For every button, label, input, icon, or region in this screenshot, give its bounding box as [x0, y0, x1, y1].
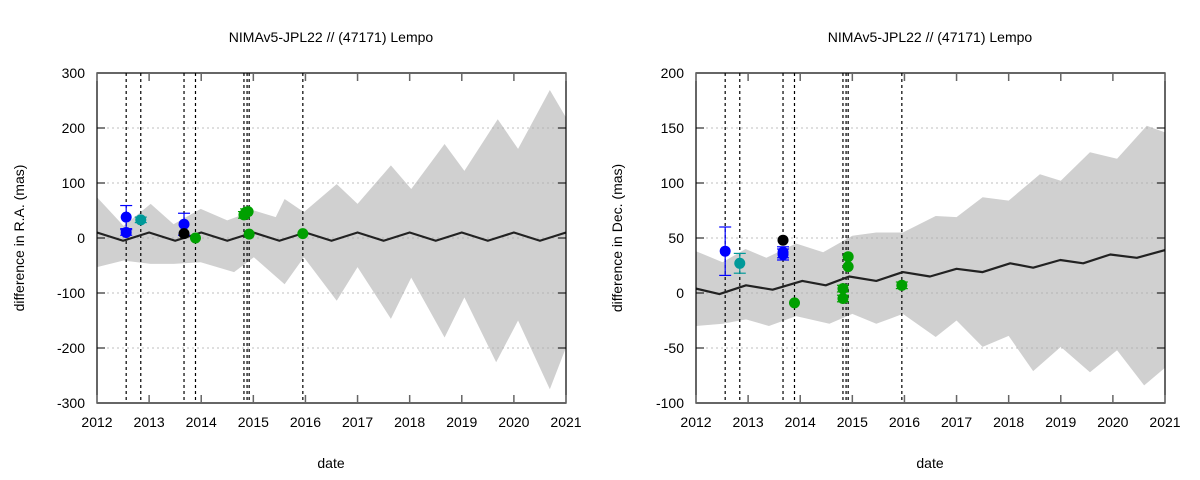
x-tick-label: 2016 [889, 414, 920, 430]
y-tick-label: -100 [656, 395, 684, 411]
data-point [842, 251, 854, 263]
x-tick-label: 2021 [1149, 414, 1180, 430]
x-tick-label: 2012 [81, 414, 112, 430]
y-tick-label: 100 [661, 175, 685, 191]
data-point [734, 257, 746, 269]
plot-dec: NIMAv5-JPL22 // (47171) Lempo date diffe… [609, 29, 1181, 471]
data-point [120, 227, 132, 238]
uncertainty-band [696, 125, 1165, 386]
y-tick-label: 0 [676, 285, 684, 301]
x-tick-label: 2016 [290, 414, 321, 430]
y-tick-label: 50 [668, 230, 684, 246]
model-line [97, 231, 566, 242]
x-tick-label: 2014 [186, 414, 217, 430]
y-tick-label: 100 [62, 175, 86, 191]
x-tick-label: 2021 [550, 414, 581, 430]
model-line [696, 249, 1165, 296]
y-tick-label: 200 [62, 120, 86, 136]
y-tick-label: 200 [661, 65, 685, 81]
plot-title: NIMAv5-JPL22 // (47171) Lempo [229, 29, 434, 45]
plot-area [696, 73, 1165, 403]
x-tick-label: 2014 [785, 414, 816, 430]
plot-title: NIMAv5-JPL22 // (47171) Lempo [828, 29, 1033, 45]
data-point [242, 206, 254, 218]
x-tick-label: 2013 [733, 414, 764, 430]
x-tick-label: 2013 [134, 414, 165, 430]
data-point [189, 232, 201, 244]
y-tick-label: 300 [62, 65, 86, 81]
x-tick-label: 2015 [837, 414, 868, 430]
y-tick-label: -50 [664, 340, 684, 356]
x-axis-label: date [916, 455, 943, 471]
x-tick-label: 2015 [238, 414, 269, 430]
data-point [135, 214, 147, 226]
x-tick-label: 2020 [498, 414, 529, 430]
x-tick-label: 2019 [1045, 414, 1076, 430]
data-point [837, 293, 849, 304]
y-axis-label: difference in Dec. (mas) [609, 164, 625, 312]
data-point [842, 261, 854, 273]
plot-area [97, 73, 566, 403]
x-tick-label: 2017 [342, 414, 373, 430]
data-point [178, 218, 190, 230]
y-tick-label: -200 [57, 340, 85, 356]
plot-ra: NIMAv5-JPL22 // (47171) Lempo date diffe… [11, 29, 582, 471]
y-tick-label: -300 [57, 395, 85, 411]
x-tick-label: 2019 [446, 414, 477, 430]
data-point [120, 211, 132, 223]
data-point [777, 249, 789, 260]
data-point [777, 234, 789, 246]
data-point [837, 283, 849, 295]
x-tick-label: 2018 [993, 414, 1024, 430]
data-point [243, 228, 255, 240]
x-tick-label: 2020 [1097, 414, 1128, 430]
data-point [719, 245, 731, 257]
y-tick-label: 0 [77, 230, 85, 246]
data-point [896, 279, 908, 291]
y-tick-label: -100 [57, 285, 85, 301]
data-point [297, 228, 309, 240]
x-axis-label: date [317, 455, 344, 471]
x-tick-label: 2018 [394, 414, 425, 430]
x-tick-label: 2017 [941, 414, 972, 430]
data-point [788, 297, 800, 309]
y-axis-label: difference in R.A. (mas) [11, 165, 27, 312]
x-tick-label: 2012 [680, 414, 711, 430]
data-point [178, 228, 190, 240]
y-tick-label: 150 [661, 120, 685, 136]
